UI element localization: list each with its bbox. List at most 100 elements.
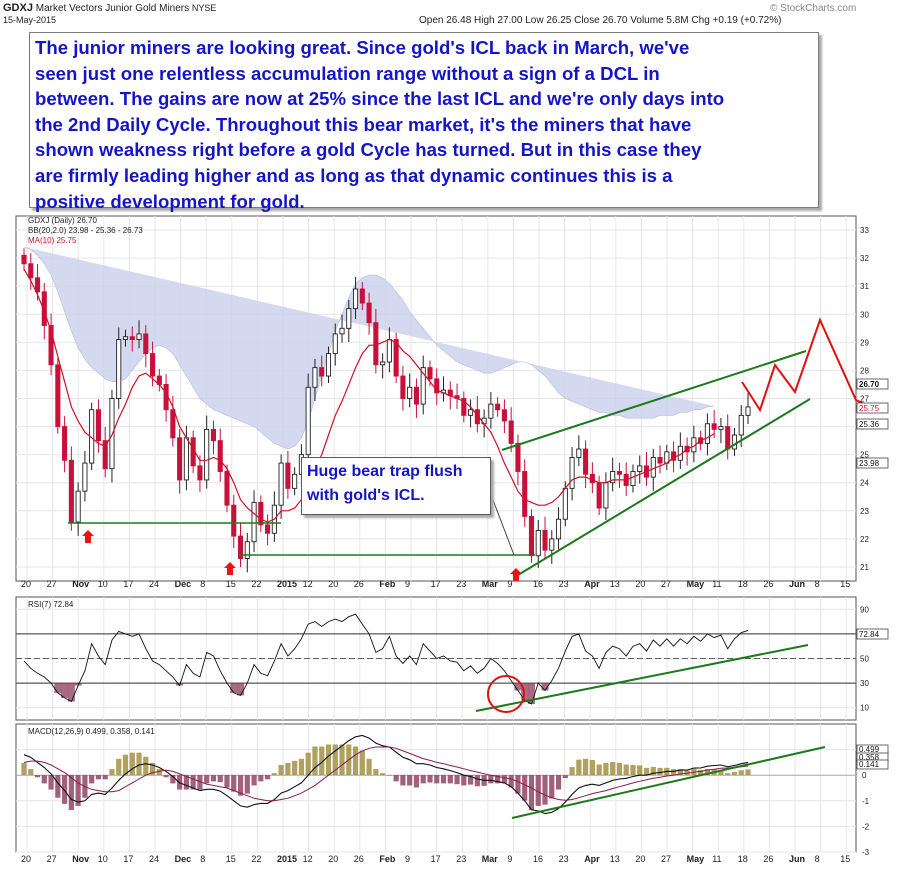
- price-axis-label: 27: [860, 395, 869, 404]
- x-axis-label: 26: [354, 854, 364, 864]
- macd-histogram-bar: [170, 775, 176, 784]
- macd-histogram-bar: [616, 762, 623, 776]
- candle-body: [413, 386, 419, 405]
- x-axis-label: 17: [431, 579, 441, 589]
- macd-histogram-bar: [657, 767, 663, 776]
- candle-body: [583, 448, 589, 475]
- candle-body: [508, 420, 514, 444]
- macd-histogram-bar: [312, 746, 318, 776]
- candle-body: [55, 364, 61, 428]
- macd-histogram-bar: [488, 775, 494, 784]
- candle-body: [400, 375, 406, 399]
- macd-histogram-bar: [129, 752, 135, 776]
- price-axis-label: 33: [860, 226, 869, 235]
- macd-histogram-bar: [447, 775, 453, 784]
- macd-histogram-bar: [258, 775, 264, 782]
- candle-body: [339, 327, 345, 335]
- macd-histogram-bar: [549, 775, 555, 799]
- candle-body: [21, 254, 27, 265]
- candle-body: [116, 339, 122, 399]
- x-axis-label: 11: [712, 579, 721, 589]
- x-axis-label: Jun: [789, 854, 805, 864]
- price-tag-box: [856, 378, 889, 390]
- candle-body: [610, 471, 616, 484]
- macd-histogram-bar: [143, 756, 149, 776]
- candle-body: [332, 333, 338, 355]
- x-axis-label: 9: [507, 579, 512, 589]
- candle-body: [251, 501, 257, 543]
- candle-body: [150, 353, 156, 377]
- macd-histogram-bar: [725, 773, 731, 776]
- candle-body: [549, 538, 555, 551]
- candle-body: [393, 339, 399, 377]
- note-line: shown weakness right before a gold Cycle…: [35, 139, 702, 161]
- candle-body: [217, 440, 223, 472]
- rsi-circle-highlight: [487, 675, 525, 713]
- candle-body: [305, 386, 311, 456]
- macd-tag-box: [856, 759, 889, 770]
- price-tag-box: [856, 457, 889, 469]
- price-axis-label: 31: [860, 282, 869, 291]
- candle-body: [325, 353, 332, 377]
- rsi-tag: 72.84: [859, 630, 880, 639]
- x-axis-label: 15: [226, 579, 236, 589]
- candle-body: [420, 367, 426, 405]
- x-axis-label: 17: [123, 579, 133, 589]
- candle-body: [285, 462, 291, 489]
- rsi-oversold-fill: [514, 683, 522, 691]
- rsi-oversold-fill: [67, 683, 75, 702]
- trap-line: with gold's ICL.: [307, 487, 425, 504]
- macd-histogram-bar: [400, 775, 406, 786]
- note-line: the 2nd Daily Cycle. Throughout this bea…: [35, 113, 692, 135]
- symbol-title: GDXJ Market Vectors Junior Gold Miners N…: [3, 2, 216, 14]
- macd-histogram-bar: [589, 760, 595, 776]
- x-axis-label: 18: [738, 579, 748, 589]
- rsi-oversold-fill: [61, 683, 69, 698]
- macd-histogram-bar: [542, 775, 548, 805]
- macd-histogram-bar: [637, 765, 643, 776]
- candle-body: [474, 409, 480, 425]
- macd-histogram-bar: [116, 758, 122, 776]
- candle-body: [704, 423, 710, 444]
- price-axis-label: 28: [860, 366, 869, 375]
- macd-histogram-bar: [630, 764, 636, 776]
- macd-histogram-bar: [373, 769, 379, 776]
- x-axis-label: 8: [200, 579, 205, 589]
- price-tag: 23.98: [859, 459, 880, 468]
- macd-histogram-bar: [210, 775, 217, 782]
- candle-body: [468, 409, 474, 416]
- candle-body: [129, 336, 135, 340]
- candle-body: [265, 524, 271, 534]
- macd-histogram-bar: [61, 775, 68, 804]
- macd-histogram-bar: [264, 775, 271, 780]
- macd-histogram-bar: [352, 746, 359, 776]
- macd-histogram-bar: [440, 775, 447, 784]
- rsi-line: [23, 613, 749, 705]
- macd-histogram-bar: [380, 773, 386, 776]
- candle-body: [630, 471, 636, 486]
- macd-histogram-bar: [28, 769, 34, 776]
- macd-histogram-bar: [156, 769, 162, 776]
- macd-histogram-bar: [231, 775, 237, 792]
- macd-histogram-bar: [305, 752, 311, 776]
- price-tag-box: [856, 402, 889, 414]
- macd-histogram-bar: [562, 775, 568, 779]
- macd-histogram-bar: [603, 762, 609, 776]
- macd-histogram-bar: [325, 744, 332, 776]
- macd-histogram-bar: [122, 754, 129, 776]
- macd-histogram-bar: [583, 758, 589, 776]
- x-axis-label: 18: [738, 854, 748, 864]
- macd-histogram-bar: [149, 762, 156, 776]
- note-line: between. The gains are now at 25% since …: [35, 88, 725, 110]
- x-axis-label: 9: [405, 579, 410, 589]
- x-axis-label: 27: [47, 854, 57, 864]
- x-axis-label: 22: [251, 854, 261, 864]
- macd-histogram-bar: [677, 769, 683, 776]
- x-axis-label: 20: [21, 579, 31, 589]
- rsi-axis-label: 10: [860, 704, 869, 713]
- macd-histogram-bar: [197, 775, 203, 790]
- macd-histogram-bar: [271, 773, 277, 776]
- candle-body: [278, 462, 284, 506]
- macd-tag: 0.358: [859, 753, 880, 762]
- candle-body: [34, 277, 41, 293]
